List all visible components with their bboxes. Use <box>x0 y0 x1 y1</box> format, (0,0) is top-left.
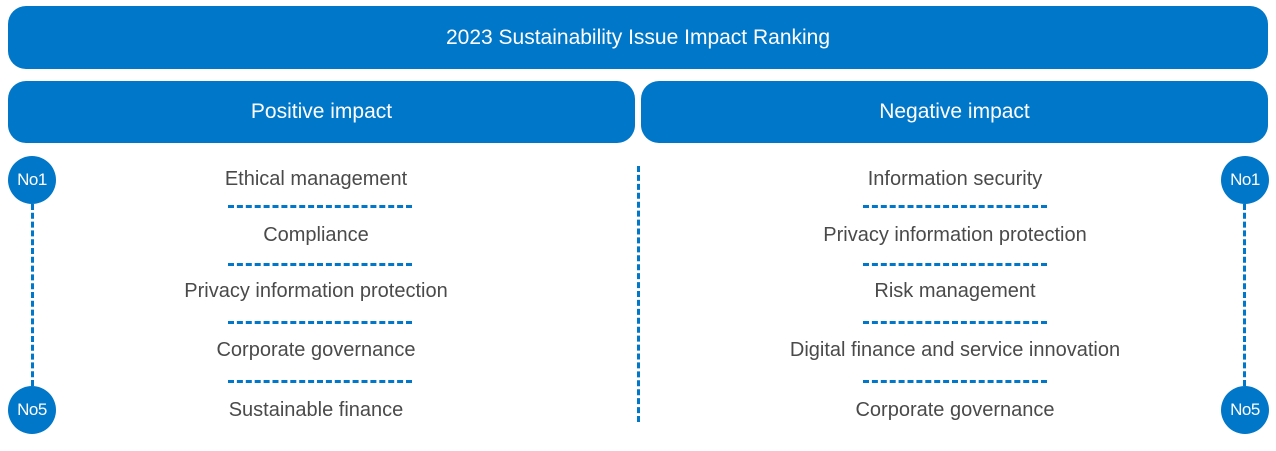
left-rank-badge-bottom: No5 <box>8 386 56 434</box>
negative-separator-3 <box>863 321 1047 324</box>
positive-item-5: Sustainable finance <box>228 399 404 421</box>
positive-impact-header: Positive impact <box>8 81 635 143</box>
positive-item-1: Ethical management <box>224 168 408 190</box>
negative-item-4: Digital finance and service innovation <box>789 339 1121 361</box>
positive-separator-1 <box>228 205 412 208</box>
right-rank-badge-top: No1 <box>1221 156 1269 204</box>
left-rank-badge-top: No1 <box>8 156 56 204</box>
center-divider <box>637 166 640 422</box>
positive-item-3: Privacy information protection <box>184 280 448 302</box>
negative-separator-1 <box>863 205 1047 208</box>
left-rank-line <box>31 204 34 386</box>
right-rank-badge-bottom: No5 <box>1221 386 1269 434</box>
negative-item-3: Risk management <box>874 280 1036 302</box>
negative-separator-4 <box>863 380 1047 383</box>
negative-separator-2 <box>863 263 1047 266</box>
positive-item-4: Corporate governance <box>216 339 416 361</box>
diagram-title: 2023 Sustainability Issue Impact Ranking <box>8 6 1268 69</box>
negative-item-5: Corporate governance <box>855 399 1055 421</box>
positive-separator-2 <box>228 263 412 266</box>
negative-impact-header: Negative impact <box>641 81 1268 143</box>
positive-separator-3 <box>228 321 412 324</box>
negative-item-1: Information security <box>867 168 1043 190</box>
right-rank-line <box>1243 204 1246 386</box>
positive-separator-4 <box>228 380 412 383</box>
positive-item-2: Compliance <box>263 224 369 246</box>
negative-item-2: Privacy information protection <box>823 224 1087 246</box>
